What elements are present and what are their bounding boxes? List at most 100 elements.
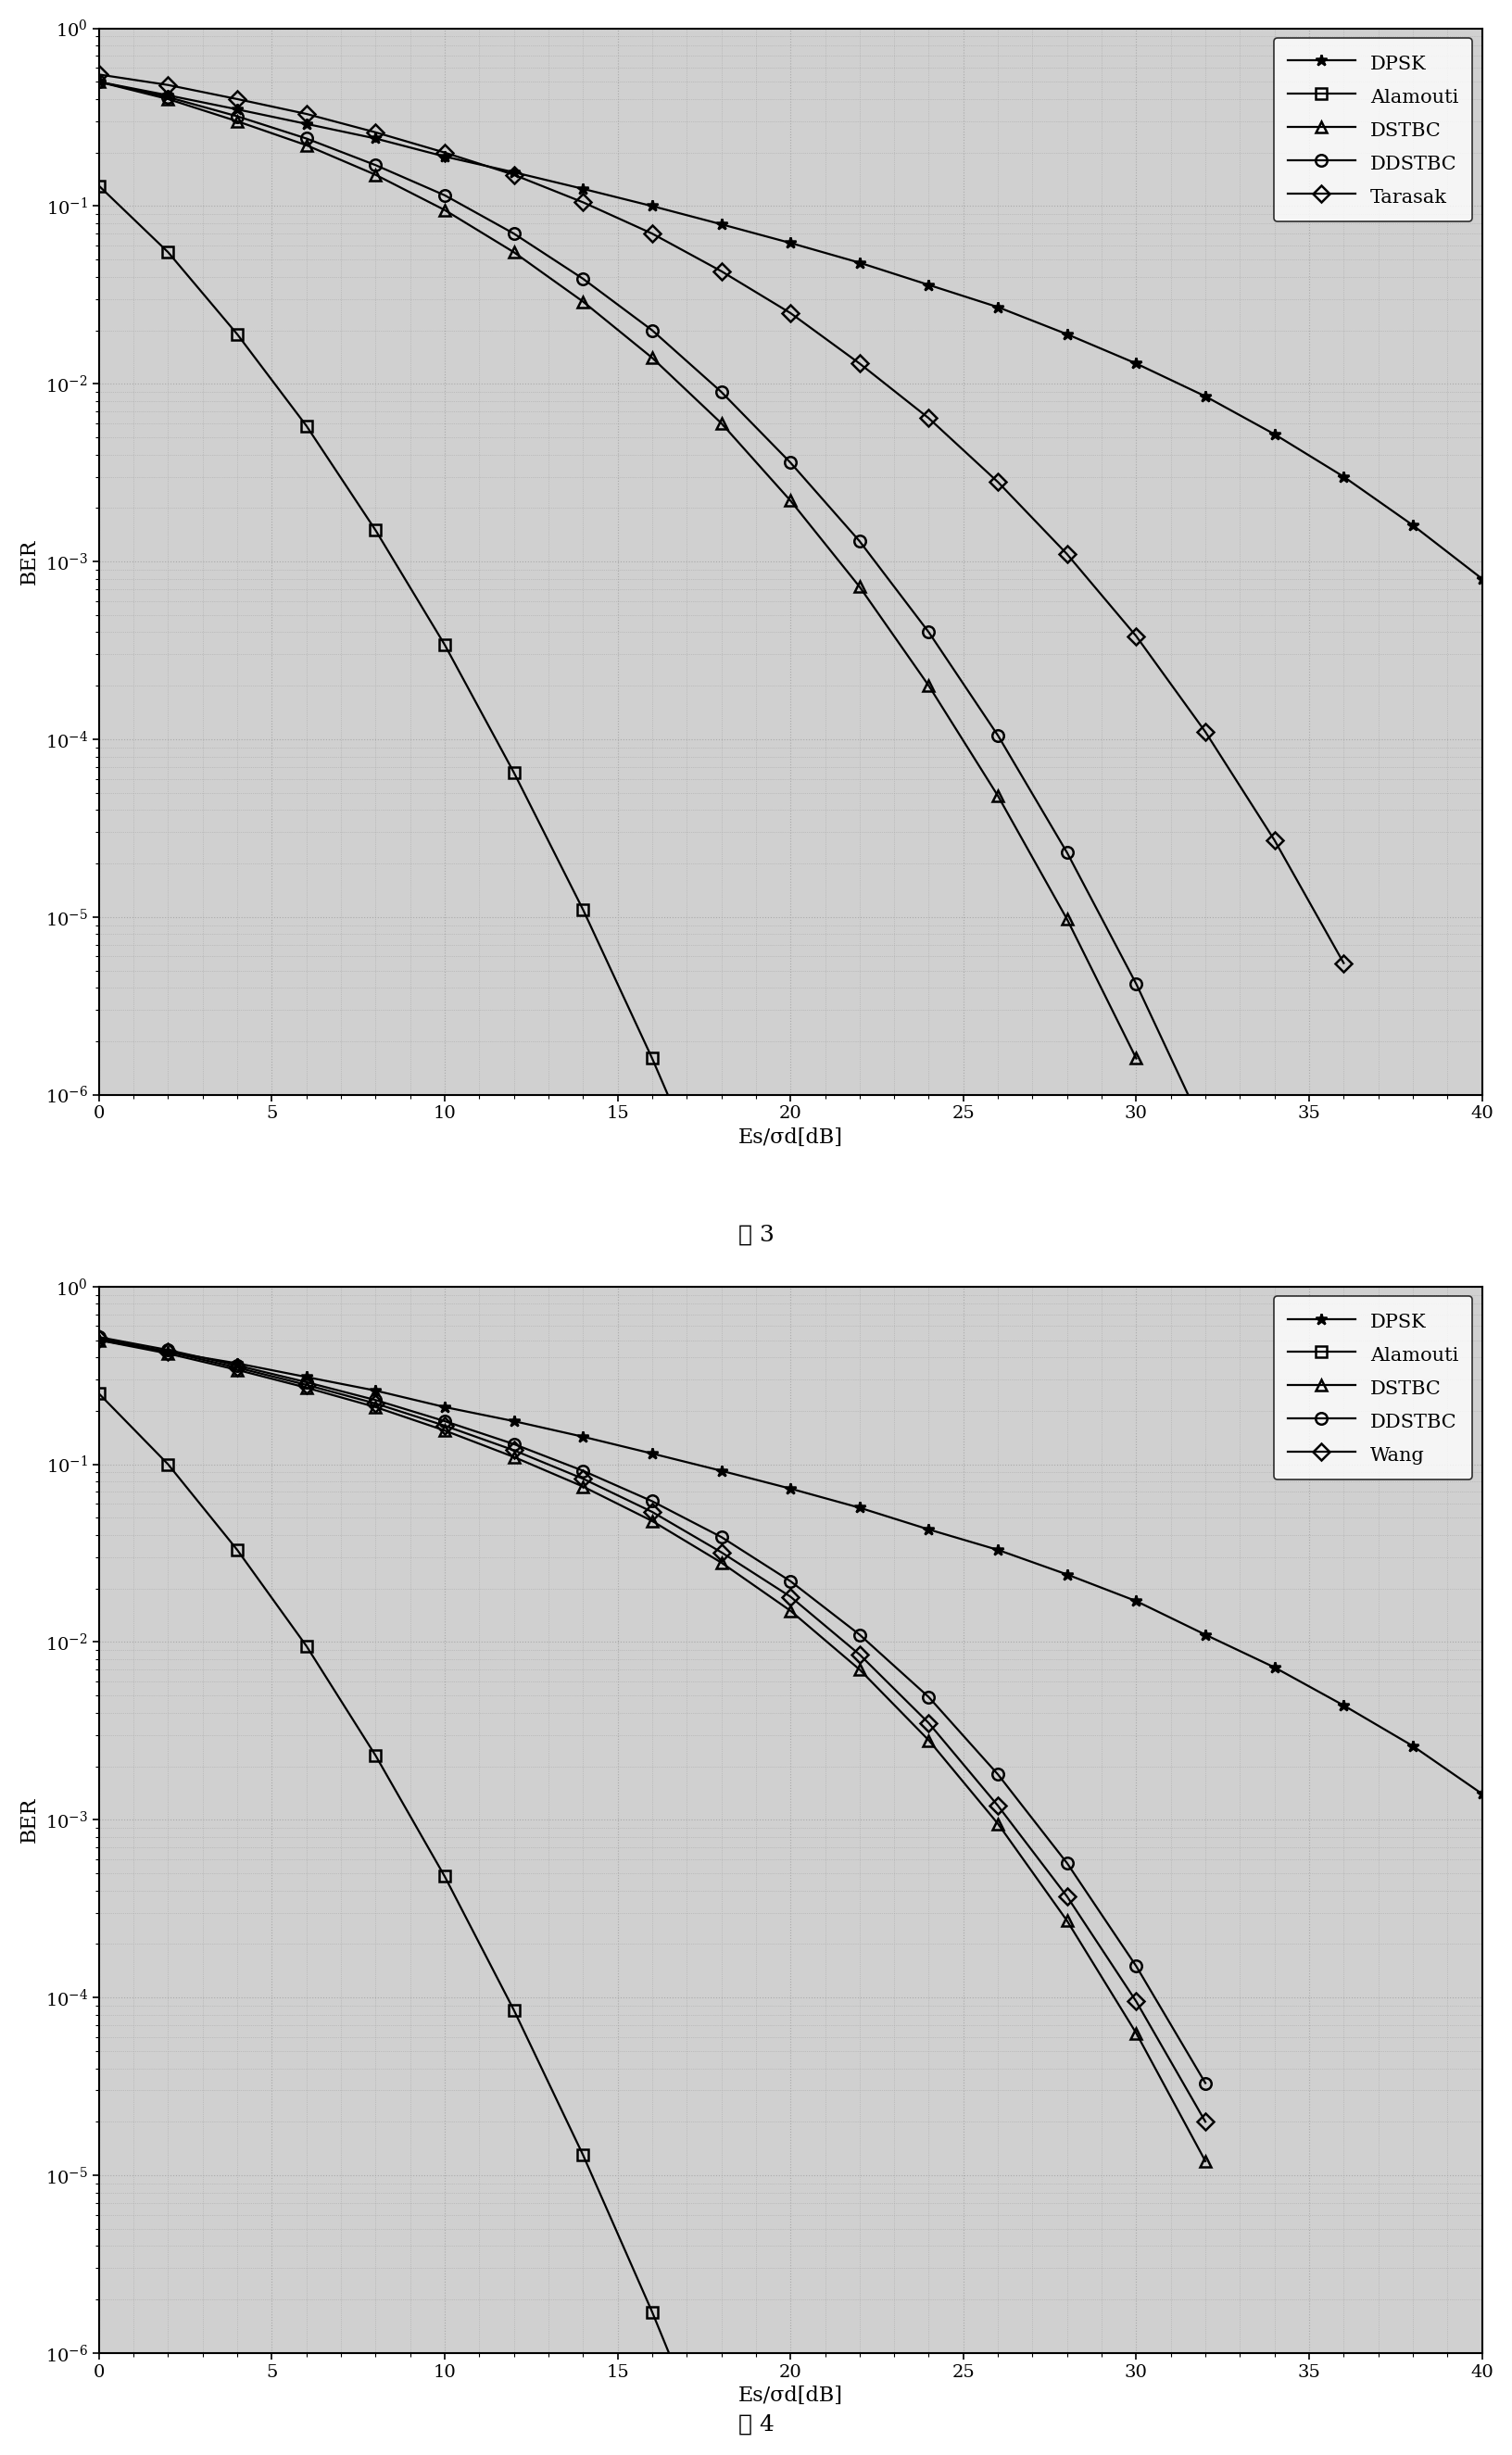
- DDSTBC: [1196, 1117, 1214, 1146]
- Alamouti: [228, 319, 246, 349]
- Alamouti: [573, 2141, 591, 2170]
- DPSK: [1057, 1559, 1075, 1588]
- DDSTBC: [298, 123, 316, 152]
- Legend: DPSK, Alamouti, DSTBC, DDSTBC, Wang: DPSK, Alamouti, DSTBC, DDSTBC, Wang: [1273, 1296, 1471, 1480]
- DDSTBC: [643, 317, 661, 346]
- Alamouti: [435, 631, 454, 660]
- Tarasak: [643, 218, 661, 248]
- Wang: [298, 1370, 316, 1399]
- Wang: [366, 1390, 384, 1419]
- Legend: DPSK, Alamouti, DSTBC, DDSTBC, Tarasak: DPSK, Alamouti, DSTBC, DDSTBC, Tarasak: [1273, 37, 1471, 221]
- DDSTBC: [850, 1620, 868, 1650]
- DSTBC: [573, 287, 591, 317]
- DPSK: [1264, 420, 1282, 449]
- DPSK: [1057, 319, 1075, 349]
- DDSTBC: [89, 1323, 107, 1353]
- Tarasak: [298, 98, 316, 128]
- DDSTBC: [228, 101, 246, 130]
- DDSTBC: [989, 722, 1007, 751]
- Alamouti: [89, 172, 107, 201]
- DDSTBC: [850, 525, 868, 555]
- Alamouti: [366, 516, 384, 545]
- DDSTBC: [989, 1760, 1007, 1790]
- Tarasak: [1126, 621, 1145, 651]
- DPSK: [505, 157, 523, 187]
- Line: Wang: Wang: [94, 1333, 1211, 2128]
- Wang: [573, 1463, 591, 1493]
- DPSK: [1126, 349, 1145, 378]
- DSTBC: [89, 1326, 107, 1355]
- Alamouti: [505, 759, 523, 788]
- DPSK: [1403, 1731, 1421, 1760]
- Alamouti: [919, 1750, 937, 1780]
- Alamouti: [780, 1375, 798, 1404]
- DPSK: [1334, 462, 1352, 491]
- DSTBC: [712, 1547, 730, 1576]
- DPSK: [159, 81, 177, 110]
- DDSTBC: [919, 1682, 937, 1711]
- DDSTBC: [435, 1407, 454, 1436]
- DSTBC: [1196, 2146, 1214, 2175]
- DPSK: [1473, 1780, 1491, 1809]
- DSTBC: [573, 1473, 591, 1502]
- DPSK: [919, 1515, 937, 1544]
- Tarasak: [1264, 825, 1282, 854]
- DPSK: [712, 1456, 730, 1485]
- DPSK: [1403, 511, 1421, 540]
- Wang: [643, 1498, 661, 1527]
- DDSTBC: [1057, 1849, 1075, 1878]
- Line: DPSK: DPSK: [94, 1336, 1486, 1800]
- DPSK: [1264, 1652, 1282, 1682]
- Alamouti: [435, 1861, 454, 1890]
- Alamouti: [505, 1996, 523, 2025]
- Alamouti: [989, 1962, 1007, 1991]
- DSTBC: [228, 1355, 246, 1385]
- DPSK: [643, 191, 661, 221]
- DSTBC: [159, 83, 177, 113]
- DSTBC: [1057, 1905, 1075, 1935]
- DPSK: [712, 209, 730, 238]
- DPSK: [228, 96, 246, 125]
- Wang: [1126, 1986, 1145, 2016]
- Y-axis label: BER: BER: [20, 1797, 39, 1844]
- Wang: [850, 1640, 868, 1669]
- DPSK: [89, 1326, 107, 1355]
- Alamouti: [643, 1043, 661, 1073]
- Wang: [228, 1353, 246, 1382]
- DSTBC: [780, 486, 798, 516]
- DPSK: [1334, 1691, 1352, 1721]
- Y-axis label: BER: BER: [20, 538, 39, 584]
- DPSK: [850, 1493, 868, 1522]
- Line: Alamouti: Alamouti: [94, 179, 1142, 2430]
- DPSK: [1196, 1620, 1214, 1650]
- Tarasak: [573, 187, 591, 216]
- DSTBC: [505, 238, 523, 268]
- Alamouti: [159, 238, 177, 268]
- DSTBC: [366, 160, 384, 189]
- DDSTBC: [643, 1488, 661, 1517]
- DDSTBC: [366, 150, 384, 179]
- Alamouti: [89, 1380, 107, 1409]
- Line: Alamouti: Alamouti: [94, 1387, 1142, 2455]
- DPSK: [1196, 381, 1214, 410]
- DSTBC: [1057, 903, 1075, 933]
- Text: 图 4: 图 4: [738, 2413, 774, 2435]
- Wang: [780, 1581, 798, 1610]
- Tarasak: [1196, 717, 1214, 746]
- Tarasak: [159, 71, 177, 101]
- Tarasak: [712, 255, 730, 285]
- Tarasak: [989, 466, 1007, 496]
- DPSK: [850, 248, 868, 277]
- Tarasak: [850, 349, 868, 378]
- DSTBC: [159, 1338, 177, 1367]
- DPSK: [1473, 565, 1491, 594]
- DPSK: [505, 1407, 523, 1436]
- Wang: [919, 1709, 937, 1738]
- DPSK: [919, 270, 937, 300]
- Alamouti: [366, 1741, 384, 1770]
- DSTBC: [505, 1441, 523, 1471]
- Line: DSTBC: DSTBC: [94, 1336, 1211, 2168]
- X-axis label: Es/σd[dB]: Es/σd[dB]: [738, 1127, 842, 1149]
- DDSTBC: [1196, 2070, 1214, 2099]
- Line: DDSTBC: DDSTBC: [94, 1331, 1211, 2089]
